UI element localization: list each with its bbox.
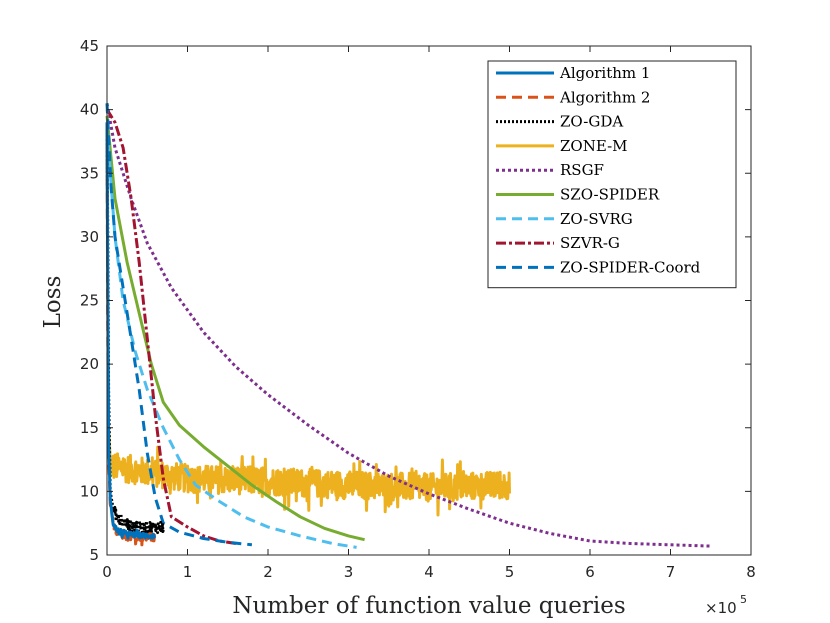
series-layer	[105, 103, 711, 549]
y-tick-label: 10	[80, 482, 99, 500]
y-tick-label: 5	[89, 546, 99, 564]
x-axis-label: Number of function value queries	[232, 593, 625, 619]
x-tick-label: 0	[102, 563, 112, 581]
series-line-rsgf	[105, 103, 711, 548]
x-tick-label: 8	[746, 563, 756, 581]
series-line-zo-svrg	[105, 128, 357, 549]
y-tick-label: 15	[80, 419, 99, 437]
x-tick-label: 5	[505, 563, 515, 581]
legend-label-algorithm-1: Algorithm 1	[559, 64, 650, 82]
y-tick-label: 30	[80, 228, 99, 246]
series-line-zo-spider-coord	[105, 103, 253, 547]
legend-label-zone-m: ZONE-M	[560, 137, 628, 155]
series-line-zo-gda	[105, 135, 165, 535]
y-tick-label: 45	[80, 37, 99, 55]
x-tick-label: 6	[585, 563, 595, 581]
legend-label-zo-spider-coord: ZO-SPIDER-Coord	[560, 258, 701, 276]
legend-label-szo-spider: SZO-SPIDER	[560, 186, 660, 204]
legend-label-szvr-g: SZVR-G	[560, 234, 620, 252]
y-tick-label: 20	[80, 355, 99, 373]
legend-label-zo-svrg: ZO-SVRG	[560, 210, 633, 228]
series-line-zone-m	[105, 122, 511, 517]
x-multiplier-exponent: 5	[740, 593, 747, 606]
x-multiplier-label: ×10	[705, 599, 737, 617]
x-tick-label: 3	[344, 563, 354, 581]
legend: Algorithm 1 Algorithm 2 ZO-GDA ZONE-M RSGF SZ…	[487, 60, 737, 289]
series-line-szo-spider	[105, 115, 365, 542]
y-tick-label: 35	[80, 164, 99, 182]
legend-label-zo-gda: ZO-GDA	[560, 113, 623, 131]
y-axis-label: Loss	[40, 276, 66, 329]
legend-label-algorithm-2: Algorithm 2	[559, 88, 650, 106]
y-tick-label: 25	[80, 292, 99, 310]
legend-label-rsgf: RSGF	[560, 161, 604, 179]
series-line-algorithm-1	[105, 122, 157, 540]
x-tick-label: 4	[424, 563, 434, 581]
x-tick-label: 1	[183, 563, 193, 581]
series-line-szvr-g	[105, 108, 237, 545]
y-tick-label: 40	[80, 101, 99, 119]
x-tick-label: 2	[263, 563, 273, 581]
x-tick-label: 7	[666, 563, 676, 581]
series-line-algorithm-2	[105, 128, 157, 547]
